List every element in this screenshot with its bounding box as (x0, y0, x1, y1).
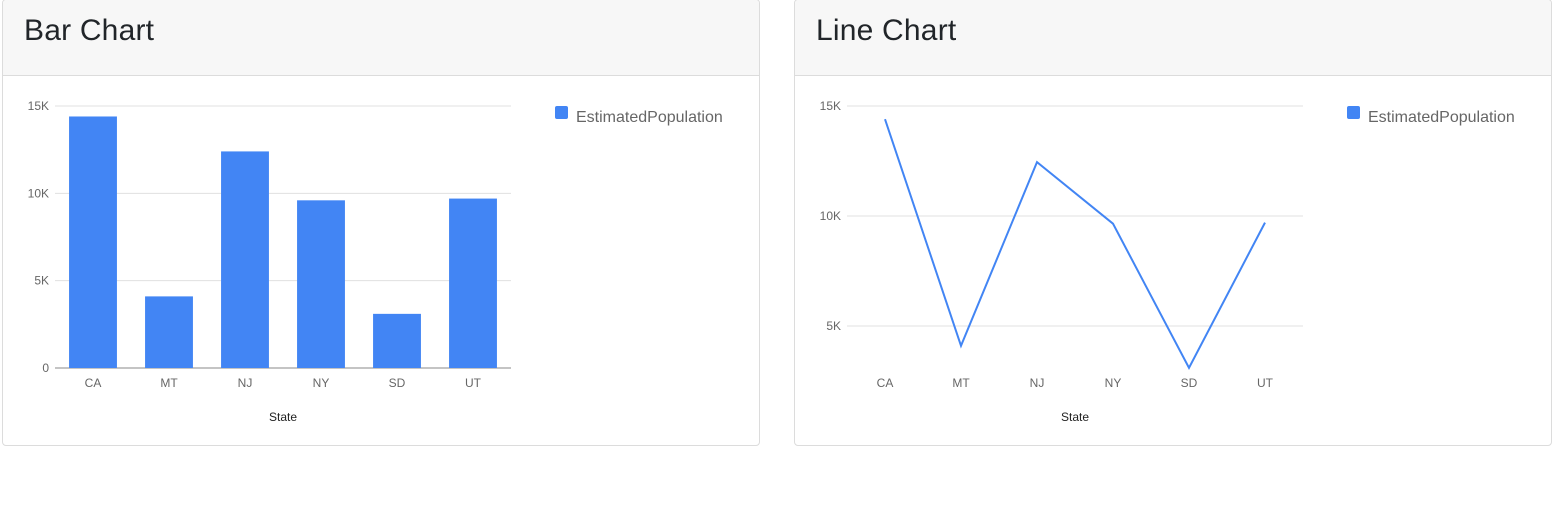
x-tick-label: MT (160, 376, 178, 390)
x-tick-label: NY (1105, 376, 1122, 390)
series-line-estimatedpopulation (884, 118, 1266, 370)
x-tick-label: CA (877, 376, 894, 390)
bar-chart: 0 5K 10K 15K CA MT NJ NY SD UT State EstimatedPopul… (28, 99, 723, 424)
x-tick-label: NJ (1030, 376, 1045, 390)
x-tick-label: UT (1257, 376, 1274, 390)
y-tick-label: 5K (826, 319, 841, 333)
x-tick-label: CA (85, 376, 102, 390)
legend-label: EstimatedPopulation (576, 109, 723, 126)
bar-sd (373, 313, 421, 368)
line-chart-title: Line Chart (816, 14, 957, 47)
x-tick-label: MT (952, 376, 970, 390)
x-tick-label: NJ (238, 376, 253, 390)
legend-swatch (555, 106, 568, 119)
line-chart-header: Line Chart (795, 0, 1551, 76)
legend-label: EstimatedPopulation (1368, 109, 1515, 126)
x-tick-label: SD (1181, 376, 1198, 390)
bar-chart-header: Bar Chart (3, 0, 759, 76)
y-tick-label: 5K (34, 274, 49, 288)
x-axis-title: State (269, 410, 297, 424)
bar-ut (449, 198, 497, 368)
y-tick-label: 15K (28, 99, 49, 113)
x-tick-label: NY (313, 376, 330, 390)
legend-swatch (1347, 106, 1360, 119)
y-tick-label: 10K (820, 209, 841, 223)
bar-nj (221, 151, 269, 368)
bar-ny (297, 200, 345, 368)
y-tick-label: 10K (28, 186, 49, 200)
line-chart: 5K 10K 15K CA MT NJ NY SD UT State EstimatedPopula… (820, 99, 1515, 424)
line-chart-card: Line Chart 5K 10K 15K CA MT NJ NY SD UT State Esti… (794, 0, 1552, 446)
x-tick-label: SD (389, 376, 406, 390)
x-tick-label: UT (465, 376, 482, 390)
bar-chart-card: Bar Chart 0 5K 10K 15K CA MT NJ NY SD UT State Esti… (2, 0, 760, 446)
bar-chart-body: 0 5K 10K 15K CA MT NJ NY SD UT State EstimatedPopul… (3, 76, 759, 445)
bar-mt (145, 296, 193, 368)
y-tick-label: 0 (42, 361, 49, 375)
line-chart-body: 5K 10K 15K CA MT NJ NY SD UT State EstimatedPopula… (795, 76, 1551, 445)
y-tick-label: 15K (820, 99, 841, 113)
bar-ca (69, 116, 117, 368)
bar-chart-title: Bar Chart (24, 14, 155, 47)
x-axis-title: State (1061, 410, 1089, 424)
